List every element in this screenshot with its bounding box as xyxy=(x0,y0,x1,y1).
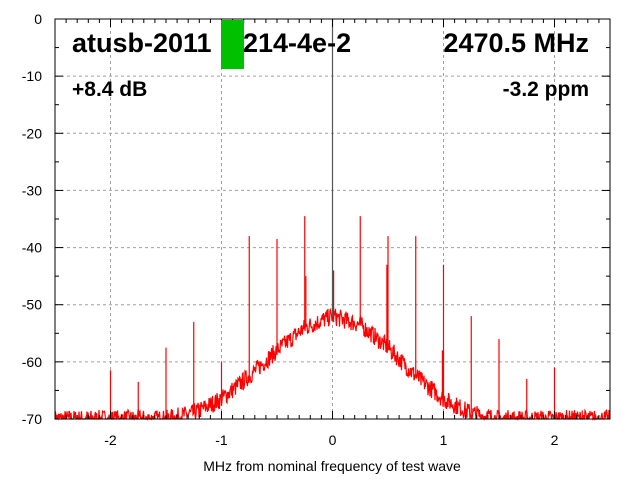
grid xyxy=(55,19,610,419)
device-label-prefix: atusb-2011 xyxy=(72,28,212,58)
y-tick-label: -60 xyxy=(22,354,42,370)
offset-label: -3.2 ppm xyxy=(503,78,589,101)
y-tick-label: -20 xyxy=(22,125,42,141)
x-axis-label: MHz from nominal frequency of test wave xyxy=(203,458,461,474)
plot-series xyxy=(54,19,611,422)
x-tick-label: -1 xyxy=(215,432,228,448)
y-tick-label: -70 xyxy=(22,411,42,427)
y-tick-label: -10 xyxy=(22,68,42,84)
x-tick-label: 2 xyxy=(551,432,559,448)
redaction-box xyxy=(221,20,244,69)
frequency-label: 2470.5 MHz xyxy=(443,28,589,58)
x-tick-label: 0 xyxy=(329,432,337,448)
y-tick-label: -40 xyxy=(22,240,42,256)
y-tick-label: -30 xyxy=(22,182,42,198)
y-tick-label: 0 xyxy=(34,11,42,27)
level-label: +8.4 dB xyxy=(72,78,147,101)
x-tick-label: 1 xyxy=(440,432,448,448)
axis-ticks: -2 -1 0 1 20-10-20-30-40-50-60-70 xyxy=(22,11,611,448)
device-label-suffix: 214-4e-2 xyxy=(243,28,351,58)
x-tick-label: -2 xyxy=(104,432,117,448)
y-tick-label: -50 xyxy=(22,297,42,313)
